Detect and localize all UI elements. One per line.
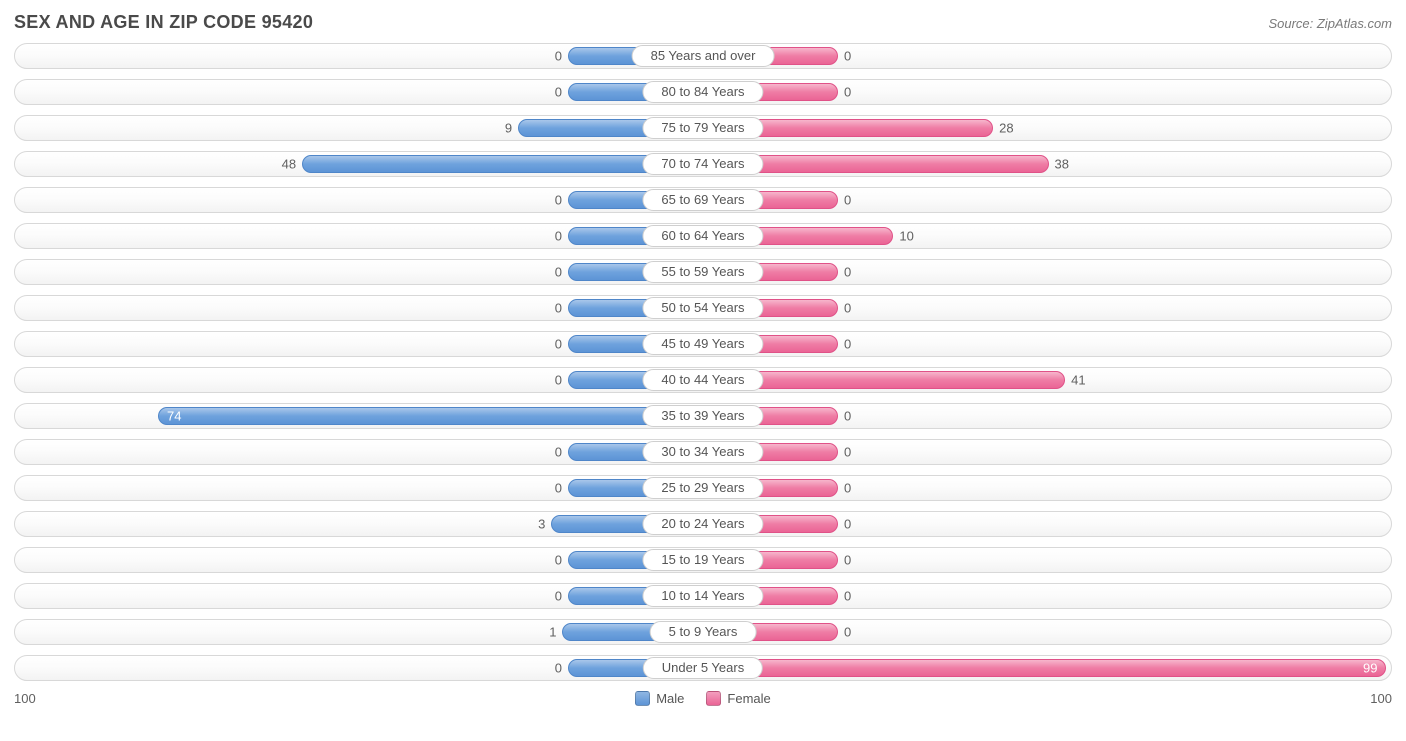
female-value: 38: [1055, 157, 1069, 172]
female-value: 0: [844, 49, 851, 64]
legend-label-female: Female: [727, 691, 770, 706]
age-range-label: 5 to 9 Years: [650, 621, 757, 643]
age-range-label: 10 to 14 Years: [642, 585, 763, 607]
female-value: 28: [999, 121, 1013, 136]
chart-source: Source: ZipAtlas.com: [1268, 16, 1392, 31]
age-range-label: 35 to 39 Years: [642, 405, 763, 427]
male-value: 0: [555, 337, 562, 352]
female-value: 10: [899, 229, 913, 244]
male-swatch-icon: [635, 691, 650, 706]
female-value: 0: [844, 625, 851, 640]
pyramid-row: 74 0 35 to 39 Years: [14, 403, 1392, 429]
pyramid-row: 0 0 55 to 59 Years: [14, 259, 1392, 285]
female-value: 0: [844, 85, 851, 100]
pyramid-row: 0 99 Under 5 Years: [14, 655, 1392, 681]
chart-title: SEX AND AGE IN ZIP CODE 95420: [14, 12, 313, 33]
male-value: 0: [555, 445, 562, 460]
female-value: 0: [844, 589, 851, 604]
male-value: 0: [555, 265, 562, 280]
male-value: 74: [167, 409, 181, 424]
female-swatch-icon: [706, 691, 721, 706]
female-value: 0: [844, 301, 851, 316]
female-value: 0: [844, 337, 851, 352]
pyramid-row: 0 0 15 to 19 Years: [14, 547, 1392, 573]
age-range-label: 15 to 19 Years: [642, 549, 763, 571]
male-value: 0: [555, 301, 562, 316]
pyramid-row: 0 0 50 to 54 Years: [14, 295, 1392, 321]
pyramid-row: 0 0 85 Years and over: [14, 43, 1392, 69]
female-bar: 99: [703, 659, 1386, 677]
age-range-label: 65 to 69 Years: [642, 189, 763, 211]
legend-label-male: Male: [656, 691, 684, 706]
female-value: 0: [844, 193, 851, 208]
age-range-label: 30 to 34 Years: [642, 441, 763, 463]
age-range-label: 70 to 74 Years: [642, 153, 763, 175]
male-value: 0: [555, 85, 562, 100]
age-range-label: 25 to 29 Years: [642, 477, 763, 499]
male-value: 0: [555, 661, 562, 676]
pyramid-row: 0 0 30 to 34 Years: [14, 439, 1392, 465]
male-value: 0: [555, 481, 562, 496]
pyramid-row: 1 0 5 to 9 Years: [14, 619, 1392, 645]
axis-label-right: 100: [1370, 691, 1392, 706]
female-value: 0: [844, 517, 851, 532]
pyramid-row: 48 38 70 to 74 Years: [14, 151, 1392, 177]
age-range-label: 80 to 84 Years: [642, 81, 763, 103]
male-value: 1: [549, 625, 556, 640]
female-value: 0: [844, 481, 851, 496]
pyramid-row: 9 28 75 to 79 Years: [14, 115, 1392, 141]
pyramid-row: 0 41 40 to 44 Years: [14, 367, 1392, 393]
age-range-label: 75 to 79 Years: [642, 117, 763, 139]
legend-item-male: Male: [635, 691, 684, 706]
pyramid-row: 0 0 25 to 29 Years: [14, 475, 1392, 501]
age-range-label: 20 to 24 Years: [642, 513, 763, 535]
female-value: 99: [1363, 661, 1377, 676]
male-value: 3: [538, 517, 545, 532]
female-value: 0: [844, 445, 851, 460]
male-value: 0: [555, 553, 562, 568]
age-range-label: 50 to 54 Years: [642, 297, 763, 319]
pyramid-row: 3 0 20 to 24 Years: [14, 511, 1392, 537]
chart-legend: Male Female: [635, 691, 771, 706]
female-value: 0: [844, 553, 851, 568]
male-value: 9: [505, 121, 512, 136]
axis-label-left: 100: [14, 691, 36, 706]
male-value: 0: [555, 49, 562, 64]
pyramid-row: 0 0 45 to 49 Years: [14, 331, 1392, 357]
age-range-label: 40 to 44 Years: [642, 369, 763, 391]
age-range-label: 60 to 64 Years: [642, 225, 763, 247]
male-value: 0: [555, 589, 562, 604]
male-value: 0: [555, 193, 562, 208]
female-value: 41: [1071, 373, 1085, 388]
male-bar: 74: [158, 407, 703, 425]
female-value: 0: [844, 265, 851, 280]
pyramid-row: 0 0 65 to 69 Years: [14, 187, 1392, 213]
population-pyramid-chart: 0 0 85 Years and over 0 0 80 to 84 Years 9 28 75…: [14, 43, 1392, 681]
age-range-label: 55 to 59 Years: [642, 261, 763, 283]
pyramid-row: 0 0 10 to 14 Years: [14, 583, 1392, 609]
pyramid-row: 0 0 80 to 84 Years: [14, 79, 1392, 105]
age-range-label: 85 Years and over: [632, 45, 775, 67]
age-range-label: 45 to 49 Years: [642, 333, 763, 355]
pyramid-row: 0 10 60 to 64 Years: [14, 223, 1392, 249]
age-range-label: Under 5 Years: [643, 657, 763, 679]
legend-item-female: Female: [706, 691, 770, 706]
male-value: 48: [282, 157, 296, 172]
male-value: 0: [555, 229, 562, 244]
male-value: 0: [555, 373, 562, 388]
female-value: 0: [844, 409, 851, 424]
